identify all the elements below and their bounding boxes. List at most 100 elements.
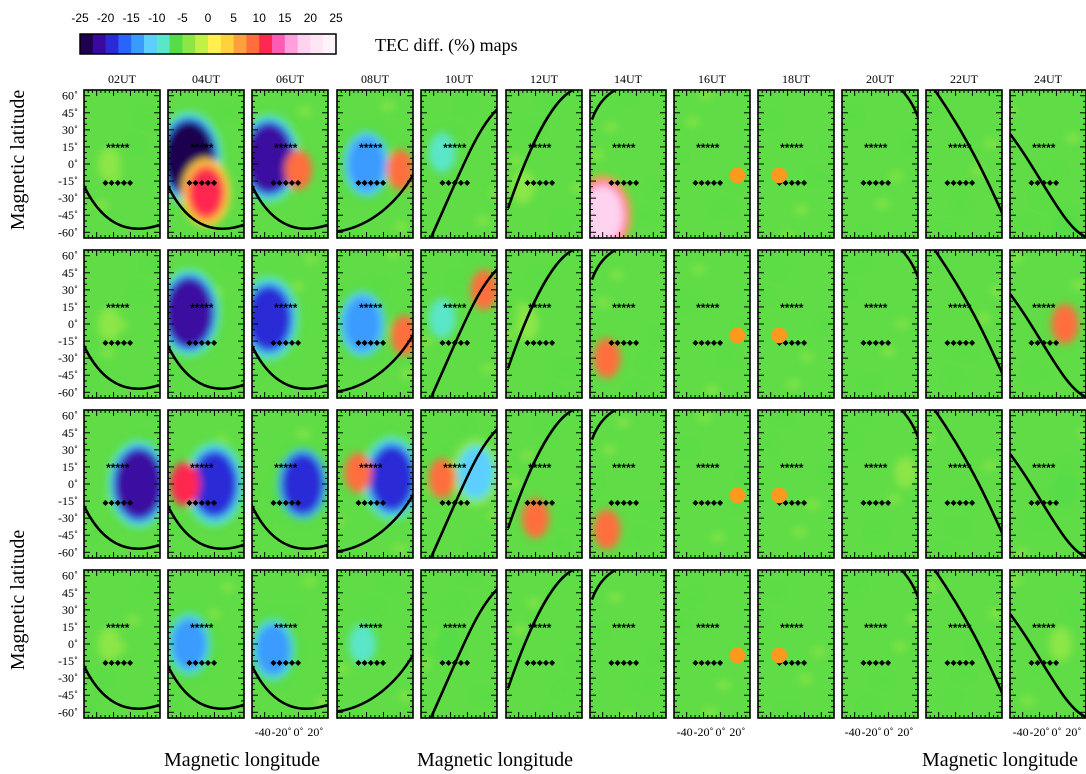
anomaly-layer xyxy=(97,147,121,181)
anomaly-layer xyxy=(1052,471,1078,508)
y-tick-label: -30˚ xyxy=(58,671,78,685)
x-tick-label: 0˚ xyxy=(1051,725,1061,739)
texture-blob xyxy=(716,679,731,690)
terminator-layer xyxy=(899,410,918,441)
texture-blob xyxy=(863,379,878,390)
panel: ***** ◆◆◆◆◆ xyxy=(589,89,667,239)
texture-blob xyxy=(1065,608,1080,619)
terminator-layer xyxy=(933,410,1002,536)
texture-blob xyxy=(368,281,383,292)
anomaly-patch xyxy=(511,169,535,204)
texture-blob xyxy=(758,291,770,302)
anomaly-layer xyxy=(344,436,413,521)
texture-blob xyxy=(674,297,688,308)
texture-blob xyxy=(139,112,154,123)
terminator-layer xyxy=(506,250,578,369)
panel: ***** ◆◆◆◆◆ xyxy=(757,249,835,399)
colorbar-swatch xyxy=(144,34,158,54)
y-tick-label: 45˚ xyxy=(62,586,78,600)
texture-blob xyxy=(1026,367,1041,378)
station-stars: ***** xyxy=(780,141,804,155)
y-tick-label: 15˚ xyxy=(62,300,78,314)
terminator-curve xyxy=(506,410,578,529)
texture-blob xyxy=(513,625,528,636)
colorbar-swatch xyxy=(182,34,196,54)
panel: ***** ◆◆◆◆◆ xyxy=(251,249,329,399)
panel: ***** ◆◆◆◆◆ xyxy=(1009,409,1086,559)
panel: ***** ◆◆◆◆◆ xyxy=(589,409,667,559)
station-stars: ***** xyxy=(1032,141,1056,155)
station-stars: ***** xyxy=(106,621,130,635)
column-header: 18UT xyxy=(782,72,811,86)
panel: ***** ◆◆◆◆◆ xyxy=(1009,89,1086,239)
terminator-layer xyxy=(429,107,497,238)
y-tick-label: 0˚ xyxy=(68,477,78,491)
station-stars: ***** xyxy=(528,141,552,155)
texture-blob xyxy=(367,603,382,614)
colorbar-swatch xyxy=(284,34,299,54)
colorbar-swatch xyxy=(118,34,132,54)
texture-blob xyxy=(798,674,813,685)
texture-blob xyxy=(945,373,960,384)
panel: ***** ◆◆◆◆◆ xyxy=(336,569,414,719)
texture-blob xyxy=(811,646,826,657)
y-tick-label: -30˚ xyxy=(58,191,78,205)
anomaly-patch xyxy=(459,448,493,497)
station-diamonds: ◆◆◆◆◆ xyxy=(608,658,640,667)
station-diamonds: ◆◆◆◆◆ xyxy=(439,178,471,187)
texture-blob xyxy=(1020,220,1035,231)
anomaly-layer xyxy=(168,268,221,357)
terminator-curve xyxy=(933,410,1002,536)
station-stars: ***** xyxy=(612,621,636,635)
panel: ***** ◆◆◆◆◆ xyxy=(167,569,245,719)
panel-texture xyxy=(507,417,580,549)
panel: ***** ◆◆◆◆◆ xyxy=(673,249,751,399)
texture-blob xyxy=(805,499,820,510)
panel: ***** ◆◆◆◆◆ xyxy=(251,409,329,559)
station-diamonds: ◆◆◆◆◆ xyxy=(860,338,892,347)
terminator-curve xyxy=(337,492,413,553)
panel: ***** ◆◆◆◆◆ xyxy=(420,569,498,719)
panel: ***** ◆◆◆◆◆ xyxy=(841,569,919,719)
chart-title: TEC diff. (%) maps xyxy=(375,35,518,56)
texture-blob xyxy=(875,674,890,685)
station-diamonds: ◆◆◆◆◆ xyxy=(776,338,808,347)
panel: ***** ◆◆◆◆◆ xyxy=(336,89,414,239)
terminator-layer xyxy=(1010,611,1086,718)
texture-blob xyxy=(958,346,973,357)
anomaly-patch xyxy=(348,137,386,191)
panel: ***** ◆◆◆◆◆ xyxy=(841,89,919,239)
station-diamonds: ◆◆◆◆◆ xyxy=(860,658,892,667)
station-diamonds: ◆◆◆◆◆ xyxy=(776,498,808,507)
panel: ***** ◆◆◆◆◆ xyxy=(83,409,161,559)
texture-blob xyxy=(604,122,619,133)
texture-blob xyxy=(475,691,490,702)
anomaly-patch xyxy=(97,147,121,181)
panel: ***** ◆◆◆◆◆ xyxy=(336,249,414,399)
texture-blob xyxy=(457,100,472,111)
y-tick-label: -45˚ xyxy=(58,368,78,382)
texture-blob xyxy=(1065,132,1080,143)
texture-blob xyxy=(296,428,311,439)
terminator-layer xyxy=(1010,291,1086,398)
texture-blob xyxy=(215,434,230,445)
station-stars: ***** xyxy=(359,621,383,635)
texture-blob xyxy=(565,510,580,521)
subsolar-marker xyxy=(771,487,788,504)
texture-blob xyxy=(386,250,401,259)
texture-blob xyxy=(799,352,814,363)
panel-background xyxy=(926,570,1002,718)
station-stars: ***** xyxy=(359,461,383,475)
anomaly-layer xyxy=(434,626,459,662)
texture-blob xyxy=(100,347,115,358)
texture-blob xyxy=(857,231,872,238)
panel-background xyxy=(674,570,750,718)
station-stars: ***** xyxy=(948,141,972,155)
texture-blob xyxy=(635,210,650,221)
texture-blob xyxy=(602,444,617,455)
station-stars: ***** xyxy=(864,621,888,635)
anomaly-patch xyxy=(255,623,291,676)
station-diamonds: ◆◆◆◆◆ xyxy=(186,658,218,667)
texture-blob xyxy=(596,297,611,308)
texture-blob xyxy=(131,287,146,298)
